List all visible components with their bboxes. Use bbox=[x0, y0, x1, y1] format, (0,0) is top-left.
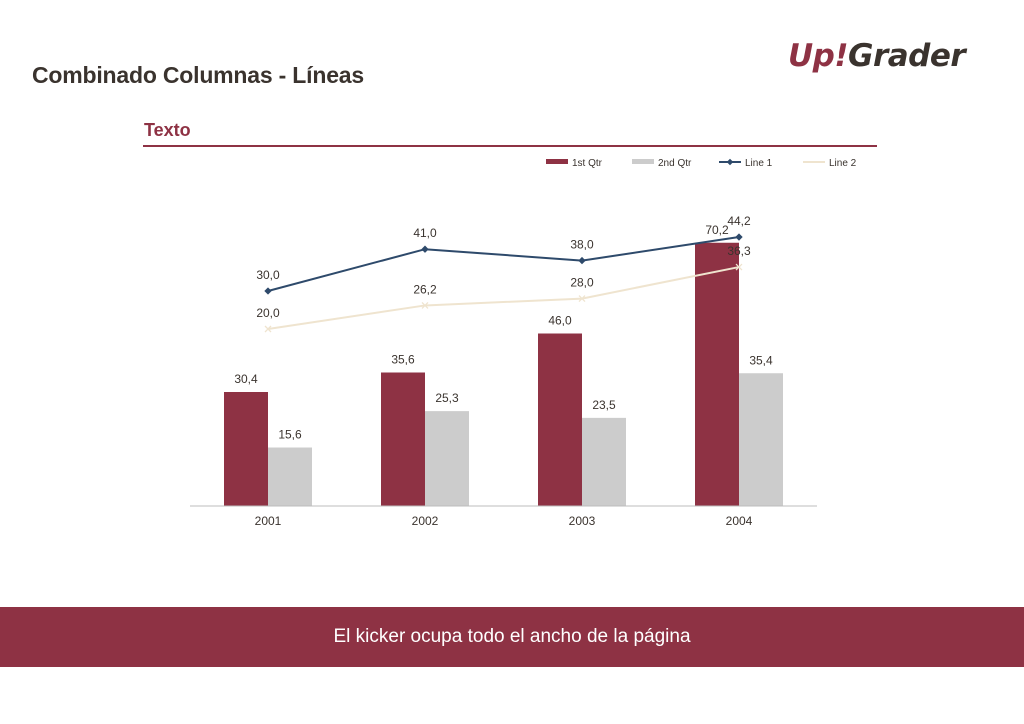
line-2-marker-2004 bbox=[735, 263, 743, 271]
series-line-line-2 bbox=[267, 266, 740, 330]
combo-chart: 30,4 15,6 35,6 25,3 46,0 23,5 70,2 35,4 2001 2002… bbox=[190, 158, 857, 528]
data-label-2nd-qtr-2003: 23,5 bbox=[592, 398, 616, 412]
bar-2nd-qtr-2004 bbox=[739, 373, 783, 506]
bar-1st-qtr-2002 bbox=[381, 372, 425, 506]
data-label-line-1-2004: 44,2 bbox=[727, 214, 751, 228]
data-label-1st-qtr-2002: 35,6 bbox=[391, 353, 415, 367]
bar-1st-qtr-2003 bbox=[538, 333, 582, 506]
brand-logo: Up!Grader bbox=[788, 36, 966, 76]
data-label-line-1-2003: 38,0 bbox=[570, 238, 594, 252]
legend-marker-line-1 bbox=[726, 158, 734, 166]
line-1-marker-2004 bbox=[735, 233, 743, 241]
bar-2nd-qtr-2003 bbox=[582, 417, 626, 506]
data-label-line-2-2001: 20,0 bbox=[256, 306, 280, 320]
data-label-line-1-2001: 30,0 bbox=[256, 268, 280, 282]
data-label-line-2-2002: 26,2 bbox=[413, 282, 437, 296]
bar-1st-qtr-2004 bbox=[695, 242, 739, 506]
page-title: Combinado Columnas - Líneas bbox=[32, 62, 364, 88]
data-label-1st-qtr-2004: 70,2 bbox=[705, 223, 729, 237]
line-2-marker-2003 bbox=[578, 295, 586, 303]
line-2-marker-2001 bbox=[264, 325, 272, 333]
data-label-line-2-2003: 28,0 bbox=[570, 276, 594, 290]
x-tick-label-2003: 2003 bbox=[569, 514, 596, 528]
section-divider bbox=[143, 145, 877, 147]
section-title: Texto bbox=[144, 120, 191, 140]
logo-part-grader: Grader bbox=[848, 38, 966, 74]
series-line-line-1 bbox=[267, 236, 740, 292]
data-label-1st-qtr-2003: 46,0 bbox=[548, 314, 572, 328]
legend-label-line-2: Line 2 bbox=[829, 158, 857, 169]
x-tick-label-2004: 2004 bbox=[726, 514, 753, 528]
line-1-marker-2001 bbox=[264, 287, 272, 295]
x-tick-label-2001: 2001 bbox=[255, 514, 282, 528]
kicker-banner: El kicker ocupa todo el ancho de la pági… bbox=[0, 607, 1024, 667]
legend-label-2nd-qtr: 2nd Qtr bbox=[658, 158, 692, 169]
data-label-2nd-qtr-2001: 15,6 bbox=[278, 428, 302, 442]
data-label-line-2-2004: 36,3 bbox=[727, 244, 751, 258]
legend-label-1st-qtr: 1st Qtr bbox=[572, 158, 603, 169]
line-1-marker-2002 bbox=[421, 245, 429, 253]
kicker-text: El kicker ocupa todo el ancho de la pági… bbox=[333, 626, 691, 647]
data-label-1st-qtr-2001: 30,4 bbox=[234, 372, 258, 386]
line-1-marker-2003 bbox=[578, 256, 586, 265]
line-2-marker-2002 bbox=[421, 301, 429, 309]
data-label-line-1-2002: 41,0 bbox=[413, 226, 437, 240]
logo-part-up: Up! bbox=[788, 38, 849, 74]
legend-label-line-1: Line 1 bbox=[745, 158, 773, 169]
data-label-2nd-qtr-2002: 25,3 bbox=[435, 391, 459, 405]
legend-swatch-2nd-qtr bbox=[632, 159, 654, 164]
legend-swatch-1st-qtr bbox=[546, 159, 568, 164]
bar-1st-qtr-2001 bbox=[224, 392, 268, 506]
data-label-2nd-qtr-2004: 35,4 bbox=[749, 353, 773, 367]
bar-2nd-qtr-2001 bbox=[268, 447, 312, 506]
x-tick-label-2002: 2002 bbox=[412, 514, 439, 528]
bar-2nd-qtr-2002 bbox=[425, 411, 469, 506]
